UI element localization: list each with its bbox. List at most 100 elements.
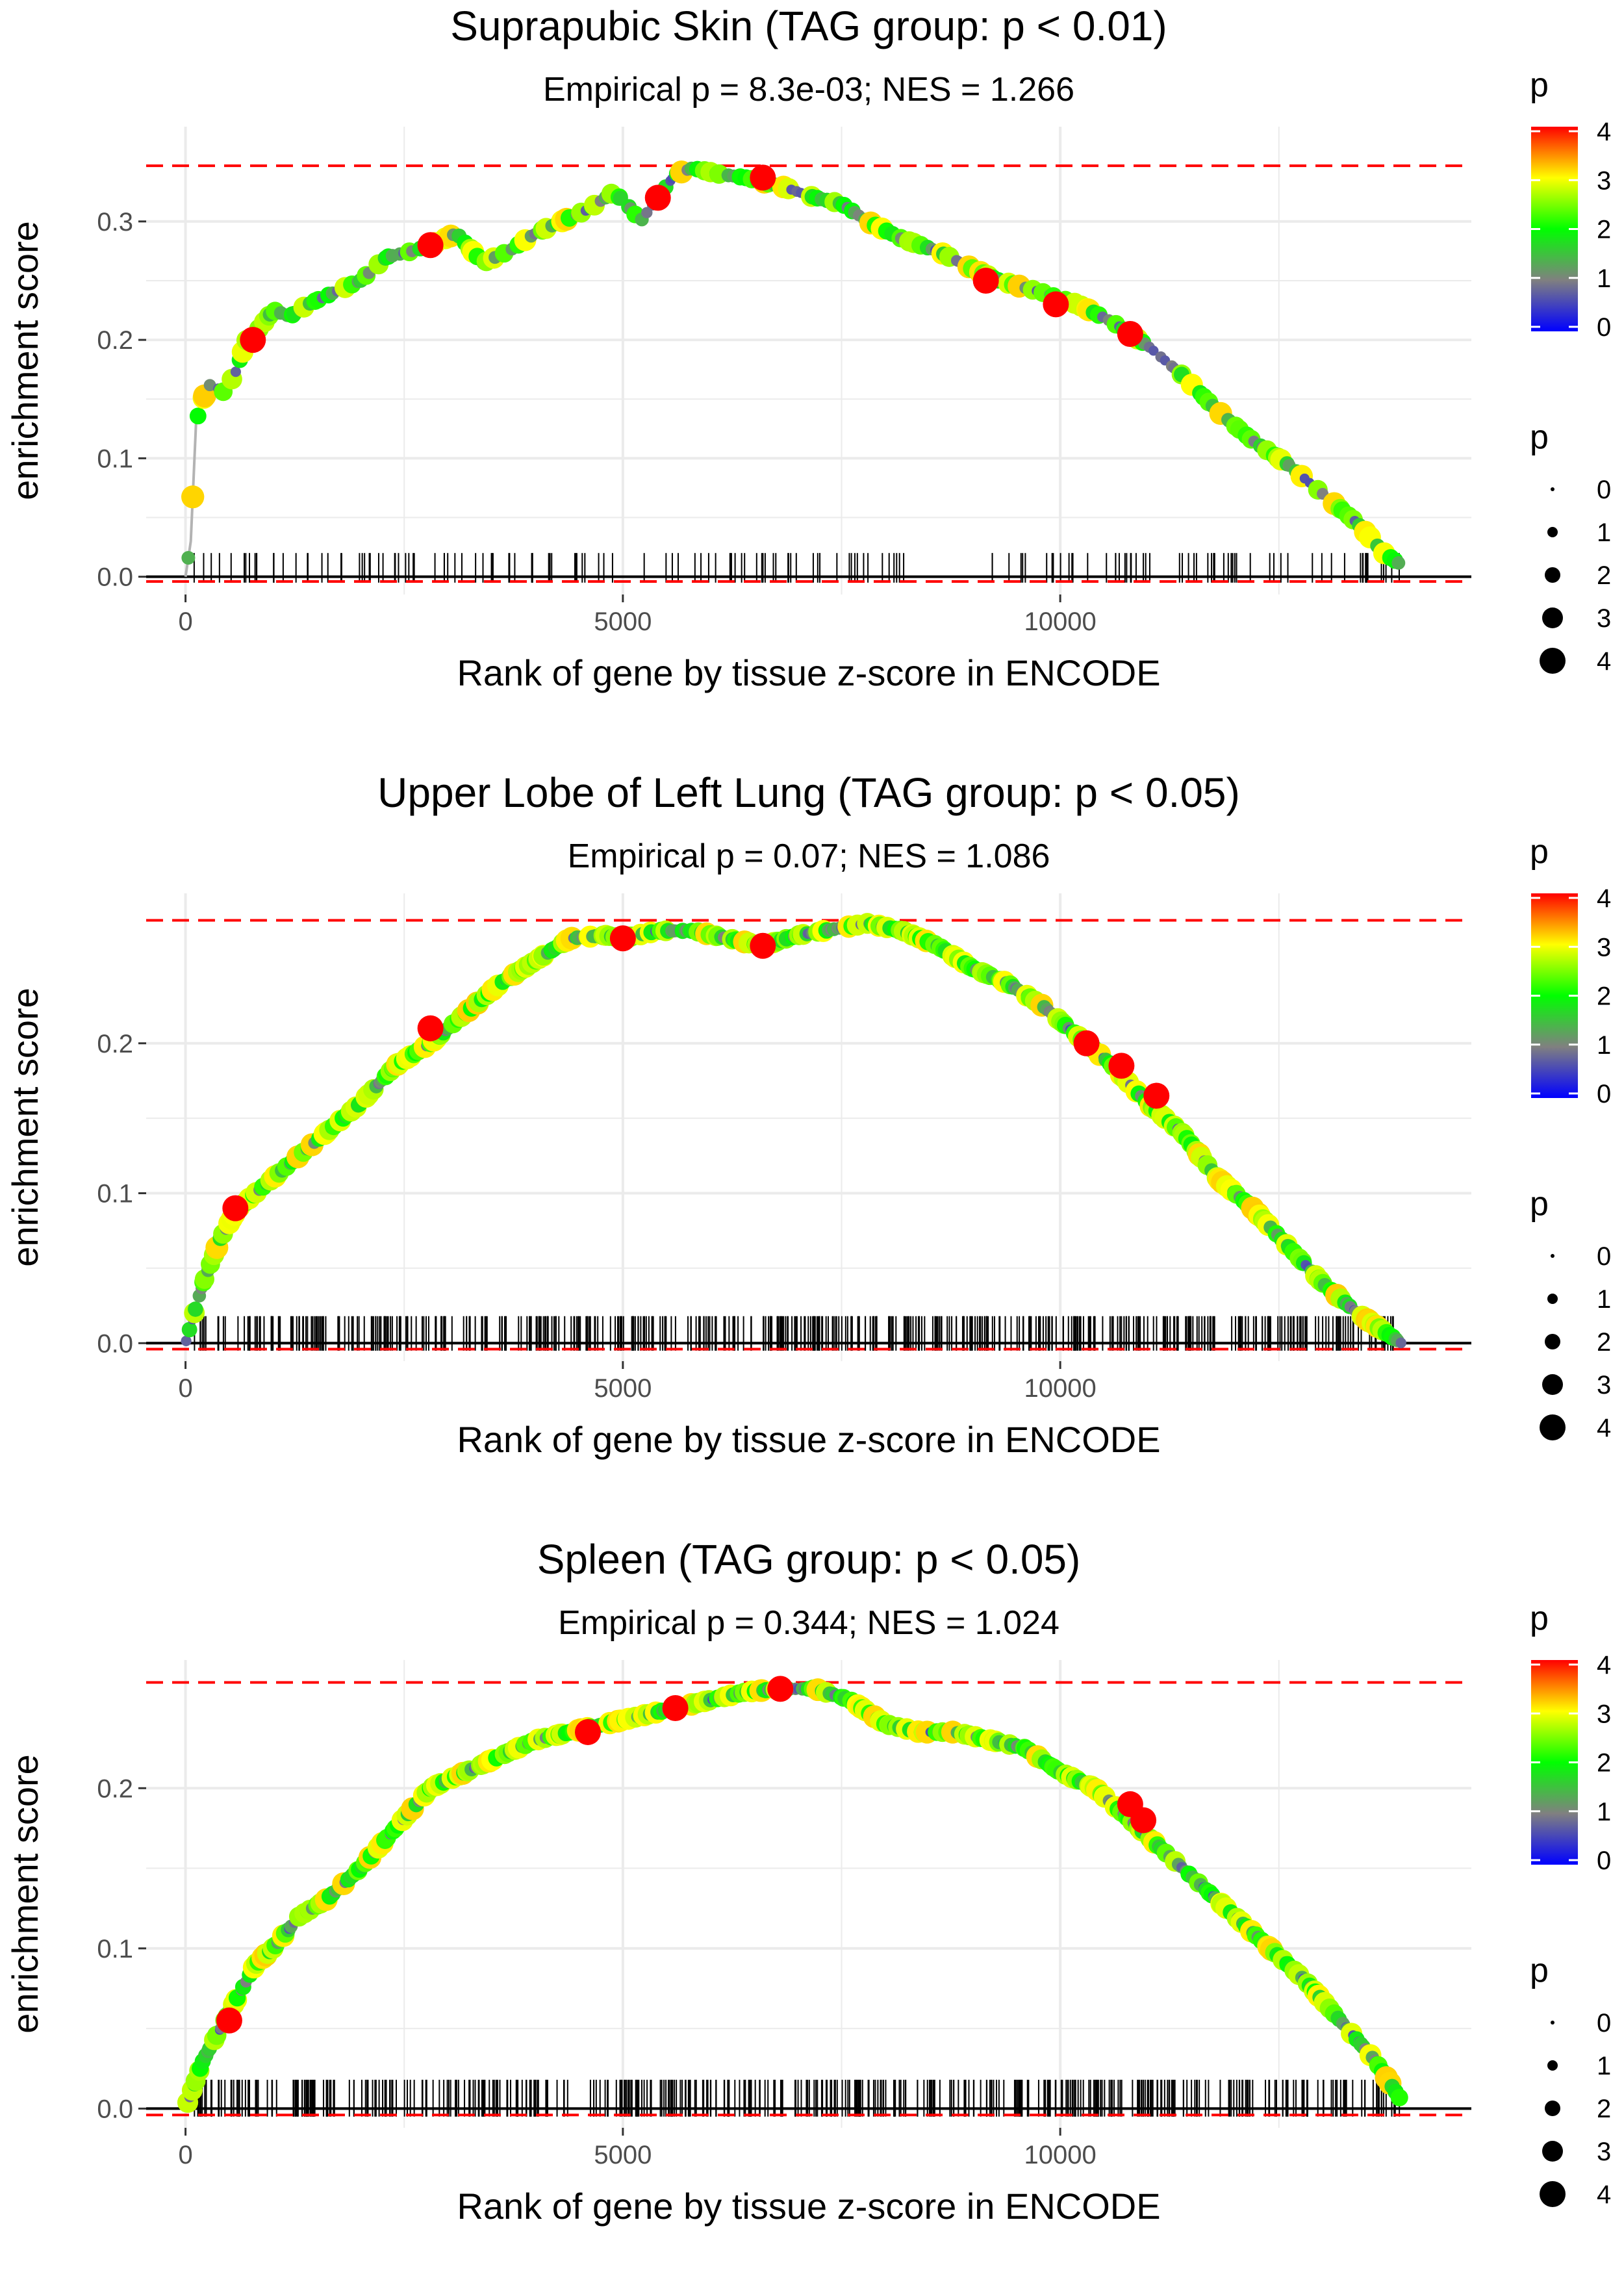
- high-p-point: [1143, 1082, 1170, 1109]
- size-legend-dot: [1545, 1334, 1560, 1349]
- x-axis: 0 5000 10000: [178, 1361, 1097, 1403]
- high-p-point: [767, 1676, 794, 1702]
- enrichment-point: [181, 1335, 192, 1346]
- size-legend-dot: [1542, 2141, 1563, 2162]
- y-axis-title: enrichment score: [5, 988, 45, 1267]
- size-legend-title: p: [1530, 1952, 1549, 1989]
- high-p-point: [1043, 291, 1069, 318]
- enrichment-points: [181, 160, 1406, 570]
- y-tick-label: 0.1: [97, 1935, 133, 1963]
- y-tick-label: 0.1: [97, 444, 133, 473]
- color-legend-label: 2: [1597, 982, 1611, 1011]
- size-legend-dot: [1540, 2181, 1566, 2207]
- enrichment-point: [1391, 556, 1406, 570]
- chart-panel-3: Spleen (TAG group: p < 0.05) Empirical p …: [5, 1536, 1611, 2227]
- enrichment-point: [230, 366, 241, 377]
- enrichment-point: [1148, 346, 1159, 356]
- size-legend-dot: [1551, 1254, 1554, 1258]
- size-legend-title: p: [1530, 1185, 1549, 1223]
- high-p-point: [1117, 320, 1143, 347]
- size-legend-label: 2: [1597, 561, 1611, 590]
- y-tick-label: 0.0: [97, 2095, 133, 2123]
- color-legend-label: 3: [1597, 166, 1611, 195]
- y-tick-label: 0.2: [97, 326, 133, 355]
- chart-subtitle: Empirical p = 0.07; NES = 1.086: [568, 837, 1050, 875]
- chart-title: Upper Lobe of Left Lung (TAG group: p < …: [377, 769, 1240, 816]
- color-legend-label: 4: [1597, 884, 1611, 913]
- enrichment-point: [1395, 1337, 1406, 1349]
- high-p-point: [750, 932, 776, 959]
- x-tick-label: 5000: [594, 2141, 652, 2169]
- color-legend-label: 1: [1597, 1031, 1611, 1060]
- high-p-point: [972, 267, 999, 294]
- high-p-point: [609, 925, 636, 952]
- size-legend-dot: [1551, 487, 1554, 491]
- chart-panel-2: Upper Lobe of Left Lung (TAG group: p < …: [5, 769, 1611, 1460]
- x-axis: 0 5000 10000: [178, 2128, 1097, 2169]
- size-legend-label: 4: [1597, 1414, 1611, 1442]
- chart-title: Spleen (TAG group: p < 0.05): [537, 1536, 1081, 1583]
- high-p-point: [216, 2007, 242, 2034]
- color-legend-label: 4: [1597, 1651, 1611, 1680]
- size-legend-dot: [1551, 2021, 1554, 2025]
- high-p-point: [1073, 1030, 1100, 1056]
- color-legend-label: 1: [1597, 1798, 1611, 1826]
- enrichment-points: [181, 913, 1406, 1349]
- size-legend-label: 0: [1597, 476, 1611, 504]
- x-axis: 0 5000 10000: [178, 594, 1097, 636]
- chart-title: Suprapubic Skin (TAG group: p < 0.01): [450, 3, 1167, 49]
- enrichment-point: [181, 485, 205, 509]
- x-axis-title: Rank of gene by tissue z-score in ENCODE: [457, 652, 1160, 693]
- y-tick-label: 0.1: [97, 1180, 133, 1208]
- color-legend-label: 0: [1597, 1846, 1611, 1875]
- color-legend-label: 0: [1597, 1080, 1611, 1108]
- color-legend-label: 3: [1597, 933, 1611, 962]
- size-legend-label: 1: [1597, 2052, 1611, 2080]
- enrichment-point: [203, 379, 216, 392]
- x-tick-label: 0: [178, 2141, 192, 2169]
- size-legend-dot: [1540, 1414, 1566, 1440]
- size-legend-label: 0: [1597, 1242, 1611, 1271]
- x-tick-label: 10000: [1024, 607, 1097, 636]
- y-tick-label: 0.2: [97, 1030, 133, 1058]
- x-axis-title: Rank of gene by tissue z-score in ENCODE: [457, 1419, 1160, 1460]
- chart-panel-1: Suprapubic Skin (TAG group: p < 0.01) Emp…: [5, 3, 1611, 693]
- legend: p 4 3 2 1 0 p 0 1 2 3 4: [1530, 833, 1611, 1442]
- enrichment-point: [1390, 2088, 1408, 2106]
- color-legend-label: 2: [1597, 1749, 1611, 1778]
- enrichment-point: [181, 551, 196, 565]
- gene-hit-ticks: [194, 1316, 1394, 1351]
- x-tick-label: 0: [178, 607, 192, 636]
- enrichment-point: [189, 407, 207, 425]
- size-legend-title: p: [1530, 418, 1549, 456]
- high-p-point: [662, 1694, 689, 1721]
- size-legend-dot: [1542, 1374, 1563, 1395]
- high-p-point: [240, 327, 266, 353]
- color-legend-label: 2: [1597, 216, 1611, 244]
- enrichment-points: [177, 1676, 1408, 2114]
- high-p-point: [575, 1718, 601, 1745]
- y-axis: 0.0 0.1 0.2 0.3: [97, 208, 146, 592]
- size-legend-label: 3: [1597, 604, 1611, 633]
- color-legend-label: 3: [1597, 1700, 1611, 1728]
- color-legend-title: p: [1530, 833, 1549, 871]
- x-tick-label: 5000: [594, 1374, 652, 1403]
- size-legend-label: 4: [1597, 647, 1611, 676]
- y-axis: 0.0 0.1 0.2: [97, 1774, 146, 2123]
- legend: p 4 3 2 1 0 p 0 1 2 3 4: [1530, 66, 1611, 676]
- size-legend-label: 4: [1597, 2180, 1611, 2209]
- size-legend-dot: [1547, 2060, 1558, 2071]
- high-p-point: [222, 1195, 249, 1221]
- enrichment-curve: [184, 166, 1402, 577]
- color-legend-label: 1: [1597, 264, 1611, 293]
- color-legend-title: p: [1530, 1600, 1549, 1637]
- x-tick-label: 0: [178, 1374, 192, 1403]
- high-p-point: [417, 232, 444, 259]
- y-tick-label: 0.0: [97, 563, 133, 592]
- chart-subtitle: Empirical p = 0.344; NES = 1.024: [558, 1604, 1059, 1642]
- size-legend-dot: [1545, 2101, 1560, 2116]
- size-legend-label: 2: [1597, 1328, 1611, 1357]
- size-legend-dot: [1540, 648, 1566, 674]
- chart-subtitle: Empirical p = 8.3e-03; NES = 1.266: [543, 71, 1074, 109]
- color-legend-label: 4: [1597, 118, 1611, 146]
